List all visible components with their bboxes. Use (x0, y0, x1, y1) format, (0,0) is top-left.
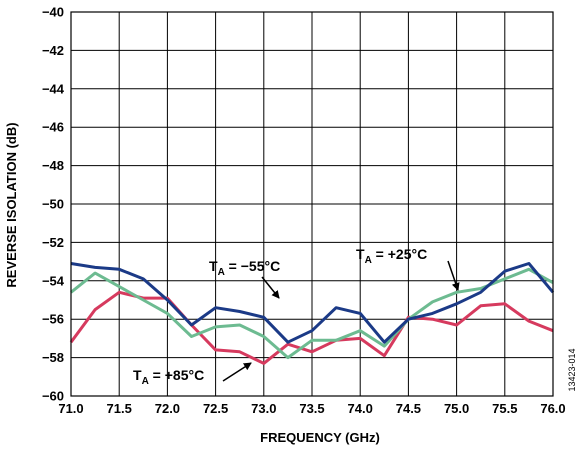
y-tick-label: −52 (42, 235, 64, 250)
y-tick-label: −44 (42, 81, 65, 96)
x-tick-label: 75.5 (492, 401, 517, 416)
grid (71, 12, 553, 396)
x-tick-label: 73.0 (251, 401, 276, 416)
plot-frame (70, 11, 554, 397)
y-tick-label: −50 (42, 197, 64, 212)
annotation-ta-plus85: TA = +85°C (133, 367, 204, 387)
y-tick-label: −42 (42, 43, 64, 58)
series-line-plus85c (69, 290, 554, 365)
y-tick-label: −60 (42, 389, 64, 404)
x-tick-label: 72.0 (155, 401, 180, 416)
x-axis-ticks: 71.0 71.5 72.0 72.5 73.0 73.5 74.0 74.5 75.0 75.5… (58, 401, 565, 416)
x-axis-label: FREQUENCY (GHz) (260, 430, 380, 445)
y-tick-label: −48 (42, 158, 64, 173)
y-tick-label: −46 (42, 120, 64, 135)
x-tick-label: 74.0 (348, 401, 373, 416)
annotation-arrow-plus85 (222, 362, 252, 382)
y-tick-label: −58 (42, 350, 64, 365)
annotation-arrow-plus25 (447, 260, 460, 291)
x-tick-label: 72.5 (203, 401, 228, 416)
annotation-arrow-minus55 (261, 276, 280, 299)
y-tick-label: −56 (42, 312, 64, 327)
x-tick-label: 73.5 (299, 401, 324, 416)
annotation-ta-plus25: TA = +25°C (356, 246, 427, 266)
y-axis-ticks: −40 −42 −44 −46 −48 −50 −52 −54 −56 −58 −60 (42, 5, 65, 404)
y-axis-label: REVERSE ISOLATION (dB) (4, 122, 19, 287)
x-tick-label: 75.0 (444, 401, 469, 416)
y-tick-label: −54 (42, 273, 65, 288)
figure-id: 13423-014 (567, 348, 577, 391)
y-tick-label: −40 (42, 5, 64, 20)
x-tick-label: 76.0 (540, 401, 565, 416)
series-line-minus55c (70, 262, 555, 344)
series-group (69, 262, 555, 365)
annotation-ta-minus55: TA = −55°C (209, 258, 280, 278)
x-tick-label: 71.5 (107, 401, 132, 416)
x-tick-label: 74.5 (396, 401, 421, 416)
series-line-plus25c (70, 267, 554, 360)
x-tick-label: 71.0 (58, 401, 83, 416)
